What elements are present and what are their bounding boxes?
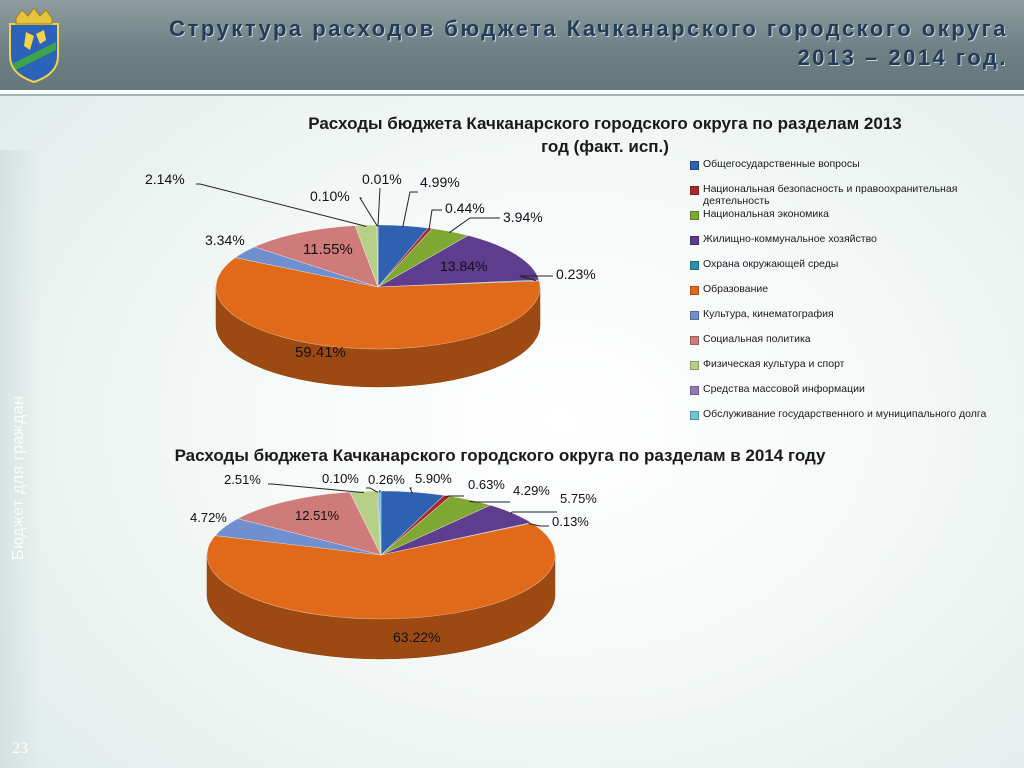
- pie1-label-6: 3.34%: [205, 232, 245, 248]
- legend1-item-0: Общегосударственные вопросы: [690, 158, 860, 170]
- legend1-label-3: Жилищно-коммунальное хозяйство: [703, 233, 877, 245]
- legend1-label-1: Национальная безопасность и правоохранит…: [703, 183, 958, 207]
- legend1-item-6: Культура, кинематография: [690, 308, 834, 320]
- legend1-label-9: Средства массовой информации: [703, 383, 865, 395]
- pie2-leader-4: [528, 523, 549, 527]
- legend1-label-5: Образование: [703, 283, 769, 295]
- pie2-slice-7: [237, 491, 382, 556]
- legend1-label-2: Национальная экономика: [703, 208, 829, 220]
- pie2-label-10: 0.26%: [368, 472, 405, 487]
- pie1-label-5: 59.41%: [295, 344, 346, 361]
- legend1-swatch-7: [690, 336, 699, 345]
- pie1-label-0: 4.99%: [420, 174, 460, 190]
- legend1-item-5: Образование: [690, 283, 768, 295]
- chart-2013-title: Расходы бюджета Качканарского городского…: [240, 112, 970, 158]
- legend1-item-4: Охрана окружающей среды: [690, 258, 838, 270]
- pie2-label-5: 63.22%: [393, 629, 440, 645]
- legend1-label-4: Охрана окружающей среды: [703, 258, 839, 270]
- legend1-item-2: Национальная экономика: [690, 208, 829, 220]
- chart-2013-title-line1: Расходы бюджета Качканарского городского…: [308, 114, 902, 133]
- legend1-swatch-4: [690, 261, 699, 270]
- pie2-label-4: 0.13%: [552, 514, 589, 529]
- legend1-label-8: Физическая культура и спорт: [703, 358, 845, 370]
- legend1-swatch-1: [690, 186, 699, 195]
- pie1-leader-9: [359, 197, 378, 227]
- legend1-swatch-5: [690, 286, 699, 295]
- page-number: 23: [12, 740, 28, 757]
- slide-title-line1: Структура расходов бюджета Качканарского…: [169, 16, 1008, 41]
- legend1-item-7: Социальная политика: [690, 333, 811, 345]
- pie1-label-9: 0.10%: [310, 188, 350, 204]
- legend1-label-6: Культура, кинематография: [703, 308, 834, 320]
- pie2-label-2: 4.29%: [513, 483, 550, 498]
- pie1-leader-2: [448, 217, 500, 234]
- legend1-swatch-0: [690, 161, 699, 170]
- pie2-leader-8: [268, 483, 364, 494]
- pie1-label-2: 3.94%: [503, 209, 543, 225]
- pie1-label-4: 0.23%: [556, 266, 596, 282]
- pie1-leader-0: [402, 191, 418, 228]
- legend1-swatch-8: [690, 361, 699, 370]
- coat-of-arms-icon: [9, 7, 59, 84]
- pie2-leader-1: [445, 495, 464, 498]
- pie2-label-7: 12.51%: [295, 508, 340, 523]
- legend1-swatch-9: [690, 386, 699, 395]
- legend1-swatch-2: [690, 211, 699, 220]
- pie2-leader-3: [509, 511, 557, 515]
- legend1-swatch-3: [690, 236, 699, 245]
- pie2-label-3: 5.75%: [560, 491, 597, 506]
- pie2-slice-5: [206, 522, 556, 620]
- pie2-label-1: 0.63%: [468, 477, 505, 492]
- pie1-leader-10: [377, 187, 381, 227]
- pie1-label-3: 13.84%: [440, 258, 487, 274]
- pie2-label-8: 2.51%: [224, 472, 261, 487]
- pie1-label-10: 0.01%: [362, 171, 402, 187]
- pie1-label-8: 2.14%: [145, 171, 185, 187]
- pie1-label-1: 0.44%: [445, 200, 485, 216]
- pie2-label-6: 4.72%: [190, 510, 227, 525]
- pie2-leader-9: [366, 487, 378, 493]
- slide-title-line2: 2013 – 2014 год.: [797, 45, 1008, 70]
- header-divider: [0, 94, 1024, 96]
- legend1-label-7: Социальная политика: [703, 333, 811, 345]
- legend1-label-0: Общегосударственные вопросы: [703, 158, 860, 170]
- pie1-leader-4: [519, 275, 553, 282]
- sidebar-band: [0, 150, 40, 768]
- pie2-label-0: 5.90%: [415, 471, 452, 486]
- legend1-swatch-10: [690, 411, 699, 420]
- pie1-slice-7: [253, 225, 379, 288]
- chart-2014-title: Расходы бюджета Качканарского городского…: [110, 444, 890, 467]
- pie1-slice-5: [215, 257, 541, 350]
- legend1-item-9: Средства массовой информации: [690, 383, 865, 395]
- legend1-swatch-6: [690, 311, 699, 320]
- chart-2013-title-line2: год (факт. исп.): [541, 137, 669, 156]
- legend1-item-1: Национальная безопасность и правоохранит…: [690, 183, 990, 207]
- chart-2014-title-line1: Расходы бюджета Качканарского городского…: [174, 446, 826, 465]
- pie1-label-7: 11.55%: [303, 241, 353, 258]
- pie1-leader-8: [196, 183, 367, 227]
- pie2-leader-2: [469, 500, 510, 503]
- pie2-label-9: 0.10%: [322, 471, 359, 486]
- pie1-leader-1: [428, 209, 442, 230]
- slide-header: Структура расходов бюджета Качканарского…: [0, 0, 1024, 94]
- legend1-item-8: Физическая культура и спорт: [690, 358, 845, 370]
- legend1-item-3: Жилищно-коммунальное хозяйство: [690, 233, 877, 245]
- pie2-leader-0: [409, 487, 413, 494]
- legend1-item-10: Обслуживание государственного и муниципа…: [690, 408, 986, 420]
- legend1-label-10: Обслуживание государственного и муниципа…: [703, 408, 987, 420]
